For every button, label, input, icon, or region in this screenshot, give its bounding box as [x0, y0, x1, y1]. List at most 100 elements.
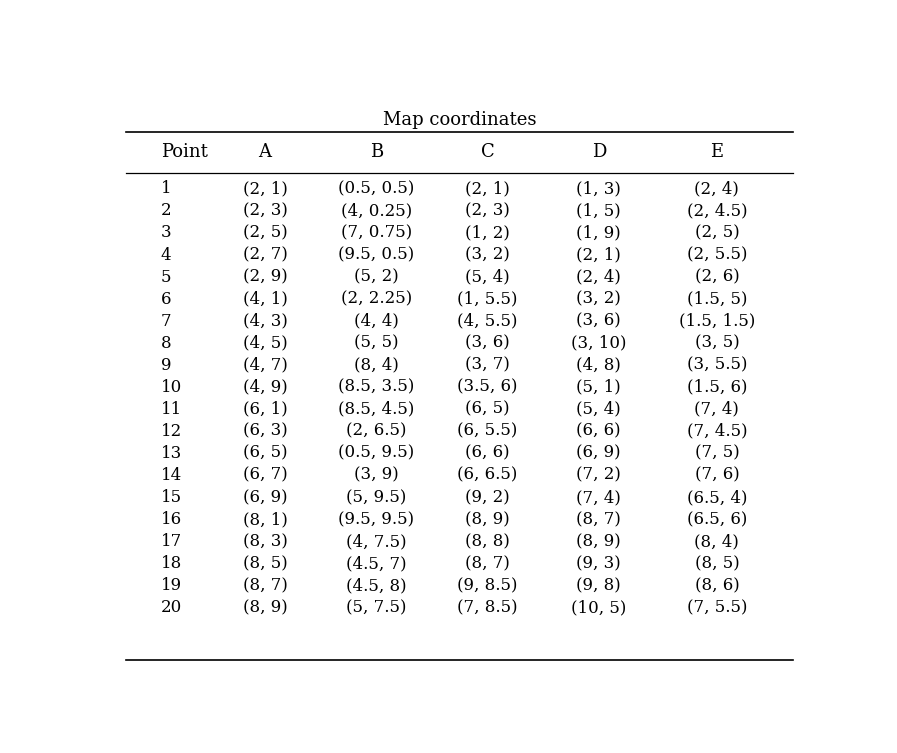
Text: D: D	[591, 143, 606, 161]
Text: (2, 6.5): (2, 6.5)	[346, 422, 406, 440]
Text: (0.5, 0.5): (0.5, 0.5)	[338, 181, 414, 197]
Text: (9.5, 0.5): (9.5, 0.5)	[338, 246, 414, 264]
Text: (5, 4): (5, 4)	[466, 269, 509, 285]
Text: (3, 6): (3, 6)	[577, 312, 621, 330]
Text: (1, 2): (1, 2)	[465, 224, 510, 242]
Text: (5, 7.5): (5, 7.5)	[346, 599, 406, 616]
Text: (6, 6): (6, 6)	[466, 445, 509, 462]
Text: (2, 6): (2, 6)	[694, 269, 739, 285]
Text: (8, 8): (8, 8)	[465, 533, 510, 550]
Text: 15: 15	[161, 489, 182, 506]
Text: (6, 6): (6, 6)	[577, 422, 621, 440]
Text: Point: Point	[161, 143, 208, 161]
Text: (4, 0.25): (4, 0.25)	[341, 203, 412, 219]
Text: (2, 5.5): (2, 5.5)	[687, 246, 747, 264]
Text: (9, 2): (9, 2)	[466, 489, 509, 506]
Text: (10, 5): (10, 5)	[571, 599, 626, 616]
Text: (6, 5): (6, 5)	[466, 401, 509, 418]
Text: (4, 8): (4, 8)	[576, 357, 622, 373]
Text: 18: 18	[161, 555, 182, 572]
Text: (1, 5.5): (1, 5.5)	[457, 291, 518, 307]
Text: 3: 3	[161, 224, 171, 242]
Text: 11: 11	[161, 401, 182, 418]
Text: A: A	[258, 143, 272, 161]
Text: (7, 0.75): (7, 0.75)	[341, 224, 412, 242]
Text: B: B	[370, 143, 383, 161]
Text: (3.5, 6): (3.5, 6)	[457, 379, 518, 396]
Text: (8, 6): (8, 6)	[694, 577, 739, 594]
Text: 4: 4	[161, 246, 171, 264]
Text: Map coordinates: Map coordinates	[383, 111, 536, 129]
Text: 7: 7	[161, 312, 171, 330]
Text: (6, 5): (6, 5)	[243, 445, 287, 462]
Text: (6, 3): (6, 3)	[243, 422, 287, 440]
Text: (7, 8.5): (7, 8.5)	[457, 599, 518, 616]
Text: (6, 9): (6, 9)	[577, 445, 621, 462]
Text: (8, 1): (8, 1)	[242, 511, 288, 528]
Text: (1.5, 5): (1.5, 5)	[687, 291, 747, 307]
Text: (4, 5): (4, 5)	[243, 334, 287, 352]
Text: (2, 5): (2, 5)	[694, 224, 739, 242]
Text: (2, 9): (2, 9)	[243, 269, 287, 285]
Text: 10: 10	[161, 379, 182, 396]
Text: 9: 9	[161, 357, 171, 373]
Text: (1, 3): (1, 3)	[576, 181, 622, 197]
Text: 6: 6	[161, 291, 171, 307]
Text: (2, 2.25): (2, 2.25)	[341, 291, 412, 307]
Text: (2, 5): (2, 5)	[243, 224, 287, 242]
Text: (6, 7): (6, 7)	[243, 467, 287, 484]
Text: (3, 2): (3, 2)	[576, 291, 622, 307]
Text: (8, 9): (8, 9)	[243, 599, 287, 616]
Text: (8, 7): (8, 7)	[576, 511, 622, 528]
Text: 20: 20	[161, 599, 182, 616]
Text: (8, 4): (8, 4)	[353, 357, 399, 373]
Text: 1: 1	[161, 181, 171, 197]
Text: (4, 4): (4, 4)	[353, 312, 399, 330]
Text: (8, 3): (8, 3)	[242, 533, 288, 550]
Text: (3, 7): (3, 7)	[465, 357, 510, 373]
Text: C: C	[481, 143, 494, 161]
Text: 13: 13	[161, 445, 182, 462]
Text: (2, 4.5): (2, 4.5)	[686, 203, 747, 219]
Text: (8.5, 4.5): (8.5, 4.5)	[338, 401, 414, 418]
Text: (8, 4): (8, 4)	[694, 533, 739, 550]
Text: (5, 5): (5, 5)	[354, 334, 398, 352]
Text: (7, 5): (7, 5)	[694, 445, 739, 462]
Text: (8, 7): (8, 7)	[465, 555, 510, 572]
Text: (4.5, 8): (4.5, 8)	[346, 577, 406, 594]
Text: (4, 5.5): (4, 5.5)	[457, 312, 518, 330]
Text: (1, 5): (1, 5)	[577, 203, 621, 219]
Text: (4, 1): (4, 1)	[242, 291, 288, 307]
Text: 19: 19	[161, 577, 182, 594]
Text: (7, 2): (7, 2)	[576, 467, 622, 484]
Text: (7, 4): (7, 4)	[694, 401, 739, 418]
Text: (3, 5.5): (3, 5.5)	[687, 357, 747, 373]
Text: (5, 1): (5, 1)	[577, 379, 621, 396]
Text: 12: 12	[161, 422, 182, 440]
Text: (5, 2): (5, 2)	[354, 269, 398, 285]
Text: (4, 7.5): (4, 7.5)	[346, 533, 406, 550]
Text: (1.5, 1.5): (1.5, 1.5)	[679, 312, 755, 330]
Text: (9, 3): (9, 3)	[577, 555, 621, 572]
Text: (6.5, 6): (6.5, 6)	[687, 511, 747, 528]
Text: (4, 7): (4, 7)	[242, 357, 288, 373]
Text: (4, 9): (4, 9)	[243, 379, 287, 396]
Text: (3, 2): (3, 2)	[465, 246, 510, 264]
Text: (3, 9): (3, 9)	[354, 467, 398, 484]
Text: (7, 5.5): (7, 5.5)	[687, 599, 747, 616]
Text: (2, 4): (2, 4)	[576, 269, 622, 285]
Text: (8, 9): (8, 9)	[466, 511, 509, 528]
Text: (8.5, 3.5): (8.5, 3.5)	[338, 379, 414, 396]
Text: (2, 7): (2, 7)	[242, 246, 288, 264]
Text: (0.5, 9.5): (0.5, 9.5)	[338, 445, 414, 462]
Text: (4.5, 7): (4.5, 7)	[346, 555, 406, 572]
Text: (2, 1): (2, 1)	[576, 246, 622, 264]
Text: (6, 1): (6, 1)	[243, 401, 287, 418]
Text: (3, 6): (3, 6)	[466, 334, 509, 352]
Text: 5: 5	[161, 269, 171, 285]
Text: (5, 4): (5, 4)	[577, 401, 621, 418]
Text: 2: 2	[161, 203, 171, 219]
Text: (5, 9.5): (5, 9.5)	[346, 489, 406, 506]
Text: (1.5, 6): (1.5, 6)	[687, 379, 747, 396]
Text: (2, 1): (2, 1)	[242, 181, 288, 197]
